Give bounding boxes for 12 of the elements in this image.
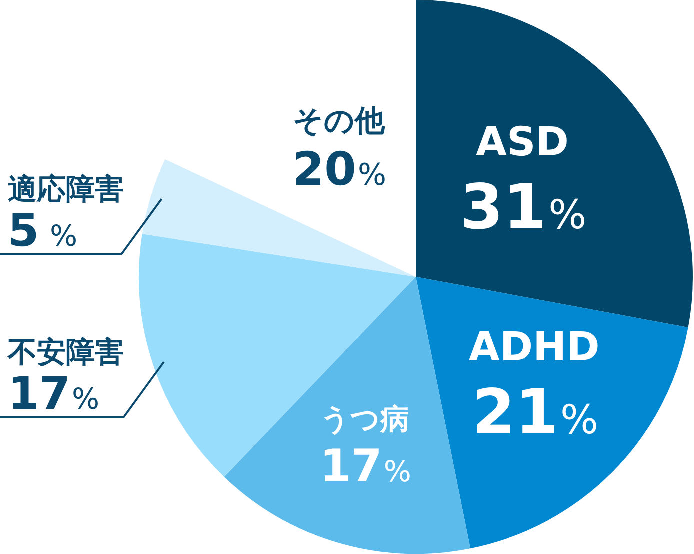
slice-label: ADHD (468, 324, 600, 371)
slice-label: その他 (292, 104, 386, 140)
data-label: 17% (8, 367, 100, 420)
data-label: 21% (472, 376, 598, 449)
slice-label: ASD (476, 119, 569, 166)
data-label: 20% (292, 142, 386, 196)
slice-label: うつ病 (320, 402, 410, 436)
data-label: 31% (460, 170, 587, 244)
data-label: 5 % (8, 204, 78, 258)
slice-label: 適応障害 (8, 172, 124, 206)
data-label: 17% (320, 439, 412, 492)
slice-label: 不安障害 (7, 335, 124, 370)
